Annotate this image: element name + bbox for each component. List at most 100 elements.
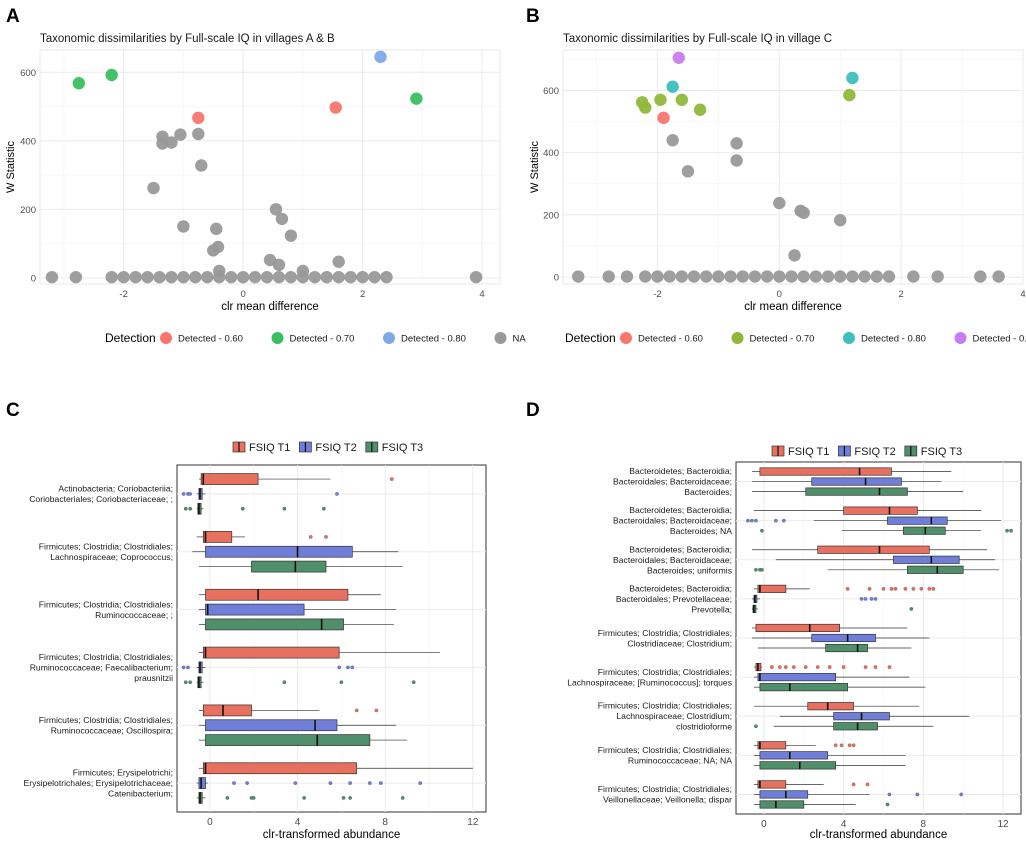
data-point <box>821 270 835 283</box>
taxon-label: Firmicutes; Clostridia; Clostridiales; <box>39 599 173 609</box>
outlier-point <box>321 506 326 511</box>
outlier-point <box>225 796 230 800</box>
taxon-label: Veillonellaceae; Veillonella; dispar <box>603 795 732 805</box>
y-tick-label: 0 <box>31 273 36 284</box>
data-point <box>105 68 118 82</box>
box-iqr <box>811 633 876 643</box>
x-tick-label: 0 <box>761 819 767 830</box>
outlier-point <box>282 680 287 685</box>
box-t1 <box>198 646 440 659</box>
data-point <box>773 196 786 210</box>
data-point <box>368 270 381 284</box>
x-axis-label: clr mean difference <box>744 301 842 313</box>
plot-area <box>39 49 501 285</box>
x-tick-label: 12 <box>467 817 479 828</box>
box-t1 <box>196 531 328 543</box>
box-iqr <box>755 623 840 633</box>
box-iqr <box>903 526 946 535</box>
data-point <box>620 270 634 283</box>
series-detected-0-70 <box>72 68 423 105</box>
taxon-group: Actinobacteria; Coriobacteriia;Coriobact… <box>29 473 394 515</box>
data-point <box>724 270 737 283</box>
outlier-point <box>186 665 190 670</box>
data-point <box>147 181 160 195</box>
taxon-group: Firmicutes; Clostridia; Clostridiales;Ru… <box>39 704 408 746</box>
data-point <box>72 77 86 90</box>
taxon-label: Bacteroidetes; Bacteroidia; <box>629 583 732 593</box>
legend-label: Detected - 0.70 <box>290 334 355 345</box>
taxon-label: Ruminococcaceae; Oscillospira; <box>51 726 173 736</box>
data-point <box>651 270 664 283</box>
x-tick-label: 4 <box>479 289 484 300</box>
outlier-point <box>251 796 256 800</box>
box-t1 <box>753 780 870 789</box>
outlier-point <box>841 665 846 669</box>
data-point <box>153 270 166 284</box>
taxon-label: Actinobacteria; Coriobacteriia; <box>58 484 173 494</box>
taxon-group: Firmicutes; Clostridia; Clostridiales;La… <box>567 663 926 692</box>
legend: FSIQ T1 FSIQ T2 FSIQ T3 <box>771 445 962 458</box>
outlier-point <box>803 665 808 669</box>
data-point <box>272 258 286 272</box>
taxon-label: Bacteroidales; Bacteroidaceae; <box>613 477 732 487</box>
data-point <box>870 270 883 283</box>
x-tick-label: 4 <box>295 817 301 828</box>
data-point <box>657 111 670 125</box>
taxon-label: Lachnospiraceae; [Ruminococcus]; torques <box>567 677 732 687</box>
data-point <box>213 270 226 284</box>
outlier-point <box>1005 528 1009 533</box>
outlier-point <box>348 781 352 785</box>
x-tick-label: 4 <box>1020 289 1025 300</box>
box-t1 <box>753 741 856 750</box>
box-t3 <box>198 734 408 746</box>
box-t3 <box>198 618 394 631</box>
x-tick-label: 2 <box>898 289 903 300</box>
outlier-point <box>887 792 892 797</box>
data-point <box>192 111 205 125</box>
box-t3 <box>754 565 1000 574</box>
data-point <box>675 270 689 283</box>
box-iqr <box>811 477 902 486</box>
box-t3 <box>753 761 906 770</box>
data-point <box>45 270 59 284</box>
legend-swatch <box>494 332 507 344</box>
legend-label: Detected - 0.60 <box>638 334 703 345</box>
data-point <box>834 214 847 227</box>
data-point <box>672 51 685 64</box>
box-iqr <box>757 673 837 682</box>
outlier-point <box>863 597 868 601</box>
taxon-label: Lachnospiraceae; Clostridium; <box>616 711 732 721</box>
box-t1 <box>751 467 952 476</box>
y-tick-label: 600 <box>543 86 559 97</box>
x-tick-label: 12 <box>998 819 1010 830</box>
data-point <box>712 270 725 283</box>
data-point <box>809 270 823 283</box>
outlier-point <box>893 587 898 591</box>
data-point <box>248 270 262 284</box>
box-iqr <box>757 780 787 789</box>
series-na <box>572 134 1005 283</box>
taxon-label: Firmicutes; Clostridia; Clostridiales; <box>598 667 732 677</box>
outlier-point <box>781 518 786 523</box>
series-detected-0-60 <box>657 111 670 125</box>
outlier-point <box>293 781 298 785</box>
outlier-point <box>302 796 306 800</box>
data-point <box>165 270 178 284</box>
data-point <box>846 270 859 283</box>
taxon-label: Bacteroidetes; Bacteroidia; <box>629 544 732 554</box>
data-point <box>469 270 483 284</box>
data-point <box>177 220 190 233</box>
box-t1 <box>198 762 473 775</box>
box-iqr <box>202 646 340 659</box>
data-point <box>156 137 169 150</box>
outlier-point <box>760 567 764 572</box>
box-iqr <box>887 516 948 525</box>
plot-area <box>176 464 487 813</box>
box-iqr <box>205 719 338 732</box>
data-point <box>736 270 749 283</box>
outlier-point <box>851 782 856 787</box>
panel-label: D <box>526 400 540 421</box>
taxon-label: Firmicutes; Clostridia; Clostridiales; <box>598 784 732 794</box>
outlier-point <box>873 597 878 601</box>
outlier-point <box>865 782 870 787</box>
